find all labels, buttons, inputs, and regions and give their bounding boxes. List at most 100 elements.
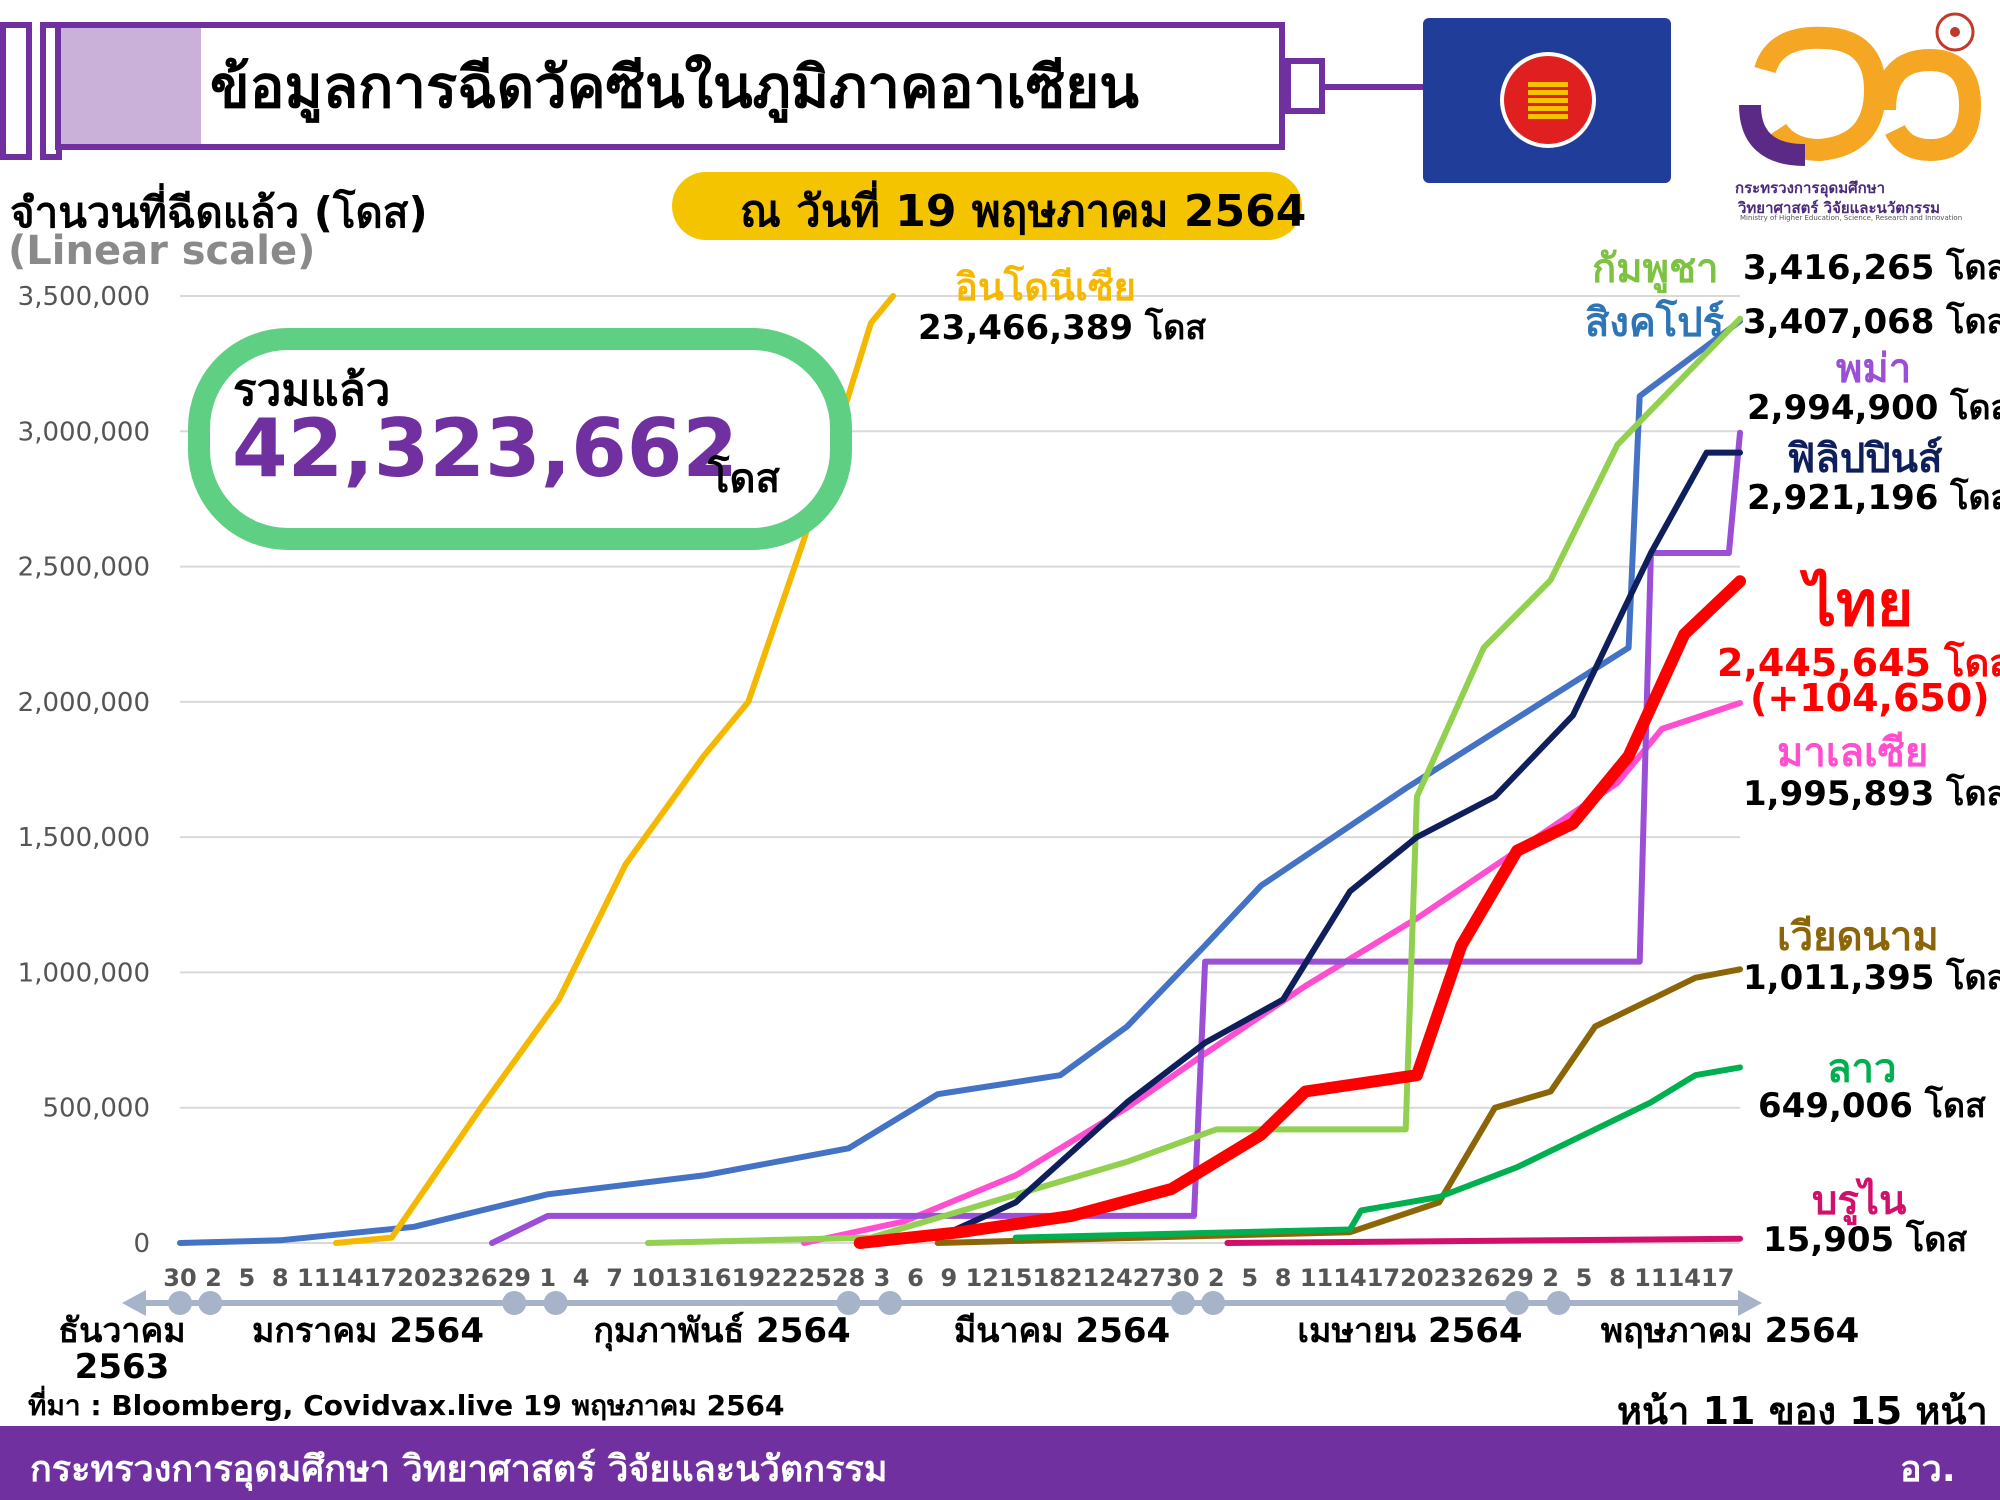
series-line <box>177 318 1743 1246</box>
y-tick-label: 3,500,000 <box>18 282 150 312</box>
x-tick-label: 5 <box>1576 1264 1593 1292</box>
x-tick-label: 11 <box>1300 1264 1333 1292</box>
month-label: กุมภาพันธ์ 2564 <box>593 1311 850 1352</box>
month-label-line: 2563 <box>75 1347 170 1387</box>
month-label-line: ธันวาคม <box>58 1311 185 1351</box>
month-label: พฤษภาคม 2564 <box>1601 1311 1860 1351</box>
x-tick-label: 2 <box>1542 1264 1559 1292</box>
x-tick-label: 7 <box>606 1264 623 1292</box>
month-label-line: เมษายน 2564 <box>1297 1311 1522 1351</box>
ministry-logo-icon <box>1739 12 1982 166</box>
y-axis-title: จำนวนที่ฉีดแล้ว (โดส) <box>10 188 428 237</box>
x-tick-label: 9 <box>941 1264 958 1292</box>
x-tick-label: 16 <box>698 1264 731 1292</box>
series-line <box>801 700 1743 1246</box>
month-boundary-dot <box>1170 1291 1195 1315</box>
month-boundary-dot <box>836 1291 861 1315</box>
x-tick-label: 2 <box>205 1264 222 1292</box>
x-tick-label: 3 <box>874 1264 891 1292</box>
label-thailand-delta: (+104,650) <box>1750 676 1990 720</box>
month-axis-arrow-left <box>122 1290 146 1316</box>
syringe-fill <box>61 28 201 144</box>
syringe-body <box>55 22 1285 150</box>
x-tick-label: 17 <box>1701 1264 1734 1292</box>
x-tick-label: 10 <box>631 1264 664 1292</box>
month-label-line: มีนาคม 2564 <box>954 1311 1170 1351</box>
page-title: ข้อมูลการฉีดวัคซีนในภูมิภาคอาเซียน <box>210 53 1139 121</box>
month-boundary-dot <box>1546 1291 1571 1315</box>
x-tick-label: 11 <box>1634 1264 1667 1292</box>
x-tick-label: 23 <box>431 1264 464 1292</box>
y-tick-label: 3,000,000 <box>18 417 150 447</box>
month-boundary-dot <box>198 1291 223 1315</box>
page-number: หน้า 11 ของ 15 หน้า <box>1617 1389 1988 1433</box>
scale-note: (Linear scale) <box>8 228 316 274</box>
vaccination-line-chart: 3,500,000 3,000,000 2,500,000 2,000,000 1,50… <box>18 282 1860 1387</box>
series-line <box>1224 1235 1743 1246</box>
x-tick-label: 14 <box>330 1264 363 1292</box>
label-singapore-name: สิงคโปร์ <box>1585 300 1725 346</box>
x-tick-label: 6 <box>907 1264 924 1292</box>
series-line <box>856 449 1743 1246</box>
x-tick-label: 29 <box>1500 1264 1533 1292</box>
y-tick-label: 1,500,000 <box>18 823 150 853</box>
month-label-line: มกราคม 2564 <box>252 1311 484 1351</box>
y-tick-label: 500,000 <box>42 1094 150 1124</box>
label-thailand-name: ไทย <box>1805 567 1914 640</box>
x-tick-label: 25 <box>798 1264 831 1292</box>
x-tick-label: 17 <box>364 1264 397 1292</box>
label-indonesia-value: 23,466,389 โดส <box>918 308 1207 348</box>
x-tick-label: 20 <box>397 1264 430 1292</box>
month-boundary-dot <box>168 1291 192 1315</box>
label-myanmar-name: พม่า <box>1836 346 1912 392</box>
y-tick-label: 2,000,000 <box>18 688 150 718</box>
series-line <box>853 575 1746 1249</box>
x-tick-label: 29 <box>498 1264 531 1292</box>
label-vietnam-name: เวียดนาม <box>1777 914 1939 960</box>
month-boundary-dot <box>502 1291 527 1315</box>
ministry-name-line1: กระทรวงการอุดมศึกษา <box>1735 179 1885 197</box>
label-singapore-value: 3,407,068 โดส <box>1743 302 2000 342</box>
x-tick-label: 24 <box>1099 1264 1132 1292</box>
x-tick-label: 5 <box>1241 1264 1258 1292</box>
total-unit: โดส <box>708 456 780 502</box>
label-thailand-value: 2,445,645 โดส <box>1717 641 2000 685</box>
total-box <box>188 328 852 550</box>
x-tick-label: 19 <box>732 1264 765 1292</box>
x-tick-label: 21 <box>1066 1264 1099 1292</box>
total-label: รวมแล้ว <box>233 365 391 416</box>
x-tick-label: 23 <box>1434 1264 1467 1292</box>
month-boundary-dot <box>878 1291 902 1315</box>
label-brunei-value: 15,905 โดส <box>1763 1220 1968 1260</box>
x-tick-label: 14 <box>1333 1264 1366 1292</box>
label-malaysia-value: 1,995,893 โดส <box>1743 774 2000 814</box>
month-boundary-dot <box>1505 1291 1530 1315</box>
footer-abbrev: อว. <box>1900 1449 1956 1490</box>
month-label-line: พฤษภาคม 2564 <box>1601 1311 1860 1351</box>
x-tick-label: 26 <box>1467 1264 1500 1292</box>
syringe-needle <box>1325 84 1423 90</box>
y-tick-label: 1,000,000 <box>18 958 150 988</box>
month-label: มีนาคม 2564 <box>954 1311 1170 1351</box>
x-tick-label: 30 <box>1166 1264 1199 1292</box>
x-tick-label: 30 <box>163 1264 196 1292</box>
month-label: มกราคม 2564 <box>252 1311 484 1351</box>
x-tick-label: 12 <box>966 1264 999 1292</box>
month-boundary-dot <box>543 1291 568 1315</box>
x-tick-label: 8 <box>1275 1264 1292 1292</box>
asean-emblem-icon <box>1500 52 1596 148</box>
x-tick-label: 17 <box>1367 1264 1400 1292</box>
footer-bar <box>0 1426 2000 1500</box>
syringe-plunger <box>0 22 32 160</box>
series-line <box>1012 1064 1743 1241</box>
ministry-name-english: Ministry of Higher Education, Science, R… <box>1740 214 1963 222</box>
label-brunei-name: บรูไน <box>1812 1178 1907 1224</box>
label-indonesia-name: อินโดนีเซีย <box>955 265 1136 309</box>
label-myanmar-value: 2,994,900 โดส <box>1747 388 2000 428</box>
ministry-name-line2: วิทยาศาสตร์ วิจัยและนวัตกรรม <box>1738 199 1941 217</box>
month-axis-arrow-right <box>1738 1290 1762 1316</box>
month-label: เมษายน 2564 <box>1297 1311 1522 1351</box>
series-line <box>645 315 1743 1246</box>
label-laos-value: 649,006 โดส <box>1758 1086 1986 1126</box>
x-tick-label: 8 <box>272 1264 289 1292</box>
